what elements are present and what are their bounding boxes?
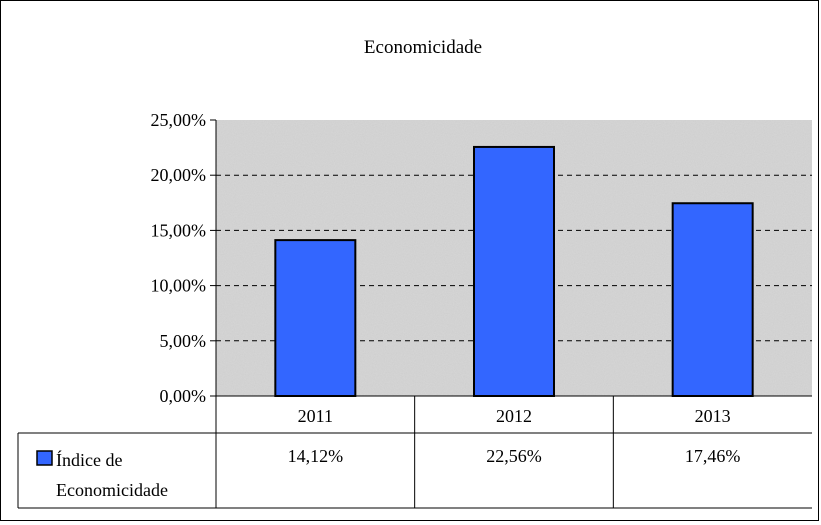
data-table: 2011 14,12% 2012 22,56% 2013 17,46% Índice de E…	[17, 395, 812, 509]
y-tick-label: 10,00%	[151, 276, 207, 296]
x-category-label: 2011	[298, 406, 333, 426]
bar	[473, 145, 555, 397]
y-tick-label: 20,00%	[151, 165, 207, 185]
legend-swatch	[36, 450, 53, 466]
x-category-label: 2012	[496, 406, 532, 426]
legend-label-line1: Índice de	[56, 449, 122, 470]
bar	[671, 202, 754, 397]
y-tick-label: 15,00%	[151, 220, 207, 240]
legend-label-line2: Economicidade	[56, 480, 168, 500]
x-category-label: 2013	[695, 406, 731, 426]
data-label: 22,56%	[486, 446, 542, 466]
data-label: 14,12%	[288, 446, 344, 466]
bar	[274, 239, 357, 397]
chart-title: Economicidade	[364, 37, 482, 58]
y-tick-label: 25,00%	[151, 110, 207, 130]
y-tick-label: 5,00%	[160, 331, 207, 351]
y-axis: 0,00% 5,00% 10,00% 15,00% 20,00% 25,00%	[151, 110, 217, 406]
y-tick-label: 0,00%	[160, 386, 207, 406]
data-label: 17,46%	[685, 446, 741, 466]
